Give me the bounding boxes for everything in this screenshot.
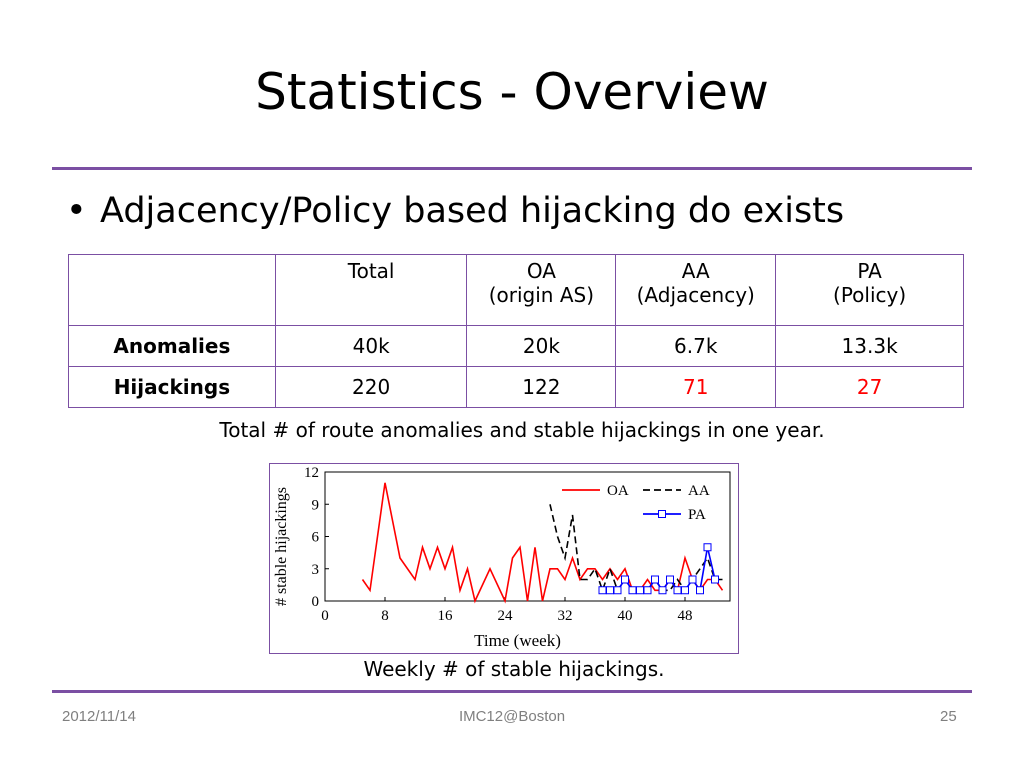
header-pa: PA (Policy) [775,254,964,326]
data-point-pa [606,586,614,595]
table-cell: 20k [466,325,617,367]
data-point-pa [673,586,682,595]
row-label-anomalies: Anomalies [68,325,276,367]
x-tick-label: 48 [678,608,693,624]
data-point-pa [681,586,689,595]
header-empty-cell [68,254,276,326]
data-point-pa [688,575,697,584]
bullet-text: Adjacency/Policy based hijacking do exis… [100,191,845,231]
data-point-pa [621,575,629,584]
data-point-pa [666,575,674,584]
legend-label-oa: OA [607,483,629,499]
x-tick-label: 0 [321,608,329,624]
data-point-pa [658,586,667,595]
footer-date: 2012/11/14 [62,708,136,725]
x-tick-label: 16 [438,608,454,624]
legend-label-aa: AA [688,483,710,499]
y-tick-label: 9 [312,497,320,513]
chart-frame: 0 8 16 24 32 40 48 0 3 6 9 12 Time (week) # stable hi… [269,463,739,654]
x-axis-label: Time (week) [474,631,561,650]
y-axis-label: # stable hijackings [273,487,290,606]
footer-divider [52,690,972,693]
legend-label-pa: PA [688,507,706,523]
bullet-point: • Adjacency/Policy based hijacking do exi… [66,188,844,234]
x-tick-label: 32 [558,608,573,624]
y-tick-label: 12 [304,465,319,481]
data-point-pa [636,586,644,595]
legend-marker-pa [658,510,666,518]
statistics-table: Total OA (origin AS) AA (Adjacency) PA (Pol… [68,254,964,408]
x-tick-label: 40 [618,608,633,624]
data-point-pa [613,586,622,595]
header-oa: OA (origin AS) [466,254,617,326]
data-point-pa [711,575,719,584]
row-label-hijackings: Hijackings [68,366,276,408]
table-cell-highlight: 27 [775,366,964,408]
data-point-pa [598,586,607,595]
x-tick-label: 8 [381,608,389,624]
title-divider [52,167,972,170]
data-point-pa [643,586,652,595]
table-cell: 122 [466,366,617,408]
table-cell: 13.3k [775,325,964,367]
data-point-pa [703,543,712,552]
footer-venue: IMC12@Boston [458,708,566,725]
chart-caption: Weekly # of stable hijackings. [363,657,665,681]
table-row: Anomalies 40k 20k 6.7k 13.3k [68,325,964,367]
table-cell: 220 [274,366,468,408]
table-cell: 40k [274,325,468,367]
data-point-pa [651,575,659,584]
x-tick-label: 24 [498,608,514,624]
y-tick-label: 6 [312,530,320,546]
table-caption: Total # of route anomalies and stable hi… [219,418,825,442]
bullet-marker: • [66,191,87,231]
footer-page-number: 25 [940,708,957,725]
slide-title: Statistics - Overview [255,63,769,121]
stable-hijackings-chart: 0 8 16 24 32 40 48 0 3 6 9 12 Time (week) # stable hi… [273,465,731,650]
table-cell: 6.7k [615,325,777,367]
header-aa: AA (Adjacency) [615,254,777,326]
y-tick-label: 3 [312,562,320,578]
table-row: Hijackings 220 122 71 27 [68,366,964,408]
table-cell-highlight: 71 [615,366,777,408]
table-header-row: Total OA (origin AS) AA (Adjacency) PA (Pol… [68,254,964,326]
data-point-pa [696,586,704,595]
y-tick-label: 0 [312,594,320,610]
header-total: Total [274,254,468,326]
data-point-pa [628,586,637,595]
series-line-pa [602,547,716,593]
